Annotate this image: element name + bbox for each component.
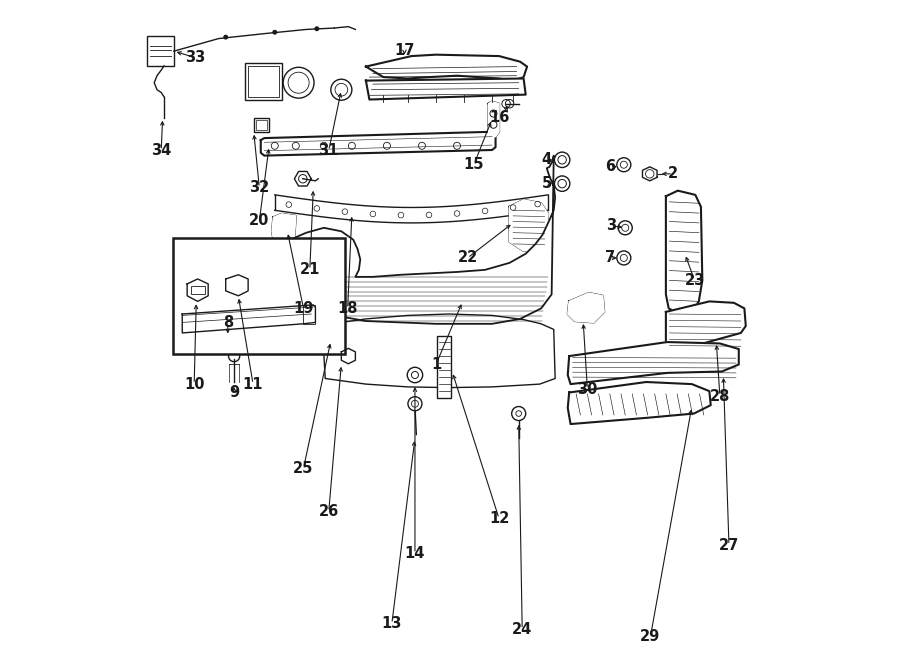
Circle shape <box>618 221 632 235</box>
Circle shape <box>407 368 423 383</box>
Polygon shape <box>568 293 604 323</box>
Polygon shape <box>643 167 657 181</box>
Text: 14: 14 <box>405 546 425 561</box>
Text: 4: 4 <box>542 152 552 167</box>
Text: 18: 18 <box>338 301 358 316</box>
Polygon shape <box>187 279 208 301</box>
Polygon shape <box>489 102 500 137</box>
Text: 16: 16 <box>489 110 509 125</box>
Text: 21: 21 <box>300 262 320 278</box>
Text: 32: 32 <box>249 180 269 196</box>
Polygon shape <box>261 132 496 155</box>
Polygon shape <box>341 348 356 364</box>
Text: 33: 33 <box>184 50 205 65</box>
Text: 13: 13 <box>382 616 402 631</box>
Text: 28: 28 <box>710 389 730 403</box>
Circle shape <box>273 30 276 34</box>
Text: 17: 17 <box>394 43 415 58</box>
Text: 6: 6 <box>605 159 615 175</box>
Polygon shape <box>366 55 527 81</box>
Text: 34: 34 <box>151 143 171 158</box>
Bar <box>256 120 267 130</box>
Text: 31: 31 <box>319 143 339 158</box>
Circle shape <box>408 397 422 410</box>
Bar <box>148 36 174 66</box>
Bar <box>437 336 452 398</box>
Text: 8: 8 <box>222 315 233 330</box>
Text: 26: 26 <box>319 504 339 519</box>
Circle shape <box>224 36 228 39</box>
Text: 19: 19 <box>293 301 314 316</box>
Circle shape <box>554 152 570 167</box>
Bar <box>173 239 345 354</box>
Text: 11: 11 <box>243 377 264 391</box>
Text: 15: 15 <box>464 157 484 173</box>
Text: 9: 9 <box>230 385 239 400</box>
Text: 20: 20 <box>249 214 269 228</box>
Text: 3: 3 <box>606 218 616 233</box>
Bar <box>248 66 279 97</box>
Polygon shape <box>666 301 746 354</box>
Circle shape <box>512 407 526 420</box>
Text: 7: 7 <box>605 251 615 266</box>
Bar <box>254 118 269 132</box>
Circle shape <box>315 27 319 30</box>
Polygon shape <box>268 155 555 324</box>
Circle shape <box>331 79 352 100</box>
Text: 23: 23 <box>685 273 705 288</box>
Circle shape <box>616 158 631 172</box>
Text: 12: 12 <box>489 511 509 526</box>
Text: 25: 25 <box>293 461 314 476</box>
Text: 1: 1 <box>431 357 441 372</box>
Polygon shape <box>272 214 296 249</box>
Text: 29: 29 <box>640 629 661 644</box>
Polygon shape <box>366 79 526 100</box>
Text: 24: 24 <box>512 622 532 637</box>
Polygon shape <box>666 190 702 314</box>
Text: 30: 30 <box>577 381 598 397</box>
Circle shape <box>554 176 570 191</box>
Text: 2: 2 <box>668 167 678 181</box>
Polygon shape <box>568 342 739 384</box>
Bar <box>302 305 315 324</box>
Polygon shape <box>322 314 555 387</box>
Text: 10: 10 <box>184 377 204 391</box>
Text: 5: 5 <box>542 176 552 191</box>
Polygon shape <box>226 275 248 295</box>
Circle shape <box>284 67 314 98</box>
Text: 22: 22 <box>457 251 478 266</box>
Circle shape <box>616 251 631 265</box>
Polygon shape <box>294 171 311 186</box>
Text: 27: 27 <box>719 538 739 553</box>
Polygon shape <box>568 382 711 424</box>
Polygon shape <box>182 305 315 333</box>
Polygon shape <box>509 200 548 251</box>
Bar <box>246 63 282 100</box>
Bar <box>331 324 341 340</box>
Bar <box>191 286 204 294</box>
